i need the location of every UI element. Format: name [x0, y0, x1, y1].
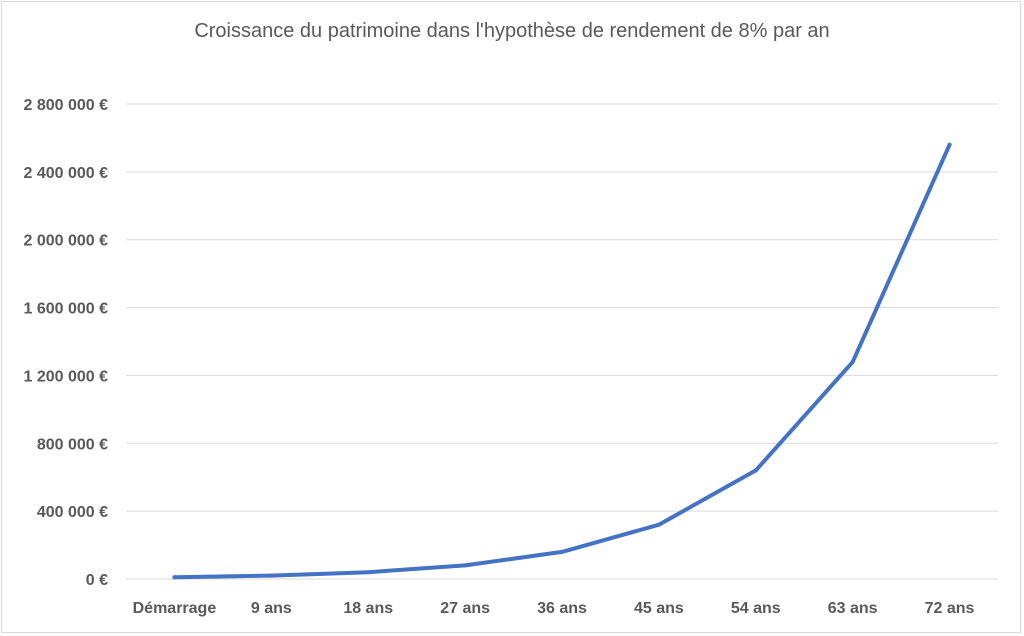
y-tick-label: 2 000 000 € — [23, 233, 108, 250]
data-point — [560, 549, 564, 554]
y-tick-label: 1 600 000 € — [23, 301, 108, 318]
data-point — [366, 570, 371, 575]
x-tick-label: 72 ans — [925, 600, 975, 617]
data-point — [172, 575, 177, 580]
x-tick-label: 63 ans — [828, 600, 878, 617]
y-tick-label: 2 400 000 € — [23, 165, 108, 182]
data-point — [850, 359, 855, 364]
data-point — [463, 563, 468, 568]
data-point — [753, 468, 758, 473]
x-tick-label: 54 ans — [731, 600, 781, 617]
series-line — [172, 142, 952, 580]
x-tick-label: Démarrage — [133, 600, 217, 617]
x-tick-label: 9 ans — [251, 600, 292, 617]
y-tick-label: 800 000 € — [37, 436, 108, 453]
data-point — [947, 142, 952, 147]
y-tick-label: 2 800 000 € — [23, 97, 108, 114]
data-point — [269, 573, 274, 578]
x-tick-label: 18 ans — [343, 600, 393, 617]
x-tick-label: 45 ans — [634, 600, 684, 617]
y-tick-label: 0 € — [86, 572, 108, 589]
chart-title: Croissance du patrimoine dans l'hypothès… — [194, 20, 830, 42]
y-tick-label: 400 000 € — [37, 504, 108, 521]
data-point — [656, 522, 661, 527]
x-tick-label: 27 ans — [440, 600, 490, 617]
x-tick-label: 36 ans — [537, 600, 587, 617]
y-tick-label: 1 200 000 € — [23, 368, 108, 385]
